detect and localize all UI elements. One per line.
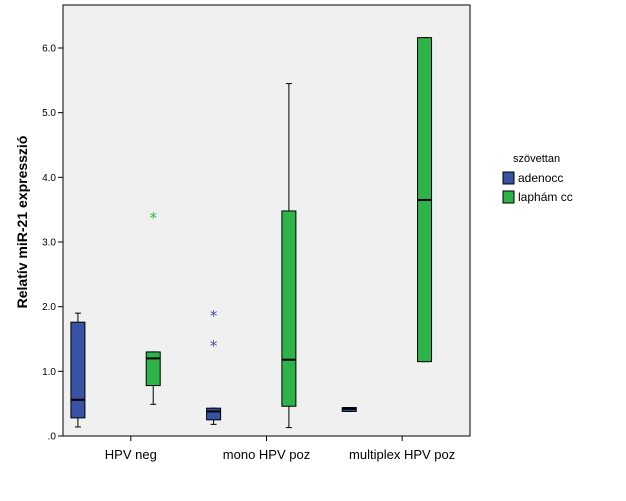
box-rect: [281, 210, 297, 407]
y-tick-label: 2.0: [42, 302, 56, 313]
box-rect: [206, 407, 222, 421]
legend-swatch: [502, 190, 515, 204]
outlier-marker: *: [149, 209, 157, 227]
plot-area: [62, 4, 471, 437]
legend-entry-label: laphám cc: [518, 190, 573, 204]
box-rect: [70, 321, 86, 419]
box-laphám-cc: [417, 37, 433, 363]
box-rect: [145, 351, 161, 387]
x-axis: HPV neg mono HPV poz multiplex HPV poz: [105, 436, 455, 462]
legend-swatch: [502, 171, 515, 185]
y-tick-label: 6.0: [42, 44, 56, 55]
legend-title: szövettan: [513, 153, 560, 165]
box-laphám-cc: [281, 83, 297, 429]
box-adenocc: [70, 312, 86, 428]
y-tick-label: .0: [48, 432, 57, 443]
outlier-marker: *: [210, 307, 218, 325]
box-series: ***: [70, 37, 433, 429]
y-tick-label: 1.0: [42, 367, 56, 378]
y-tick-label: 3.0: [42, 238, 56, 249]
legend: szövettan adenocc laphám cc: [502, 153, 573, 204]
box-laphám-cc: *: [145, 209, 161, 405]
box-adenocc: [341, 407, 357, 412]
outlier-marker: *: [210, 337, 218, 355]
y-axis-label: Relatív miR-21 expresszió: [14, 136, 30, 309]
y-tick-label: 5.0: [42, 108, 56, 119]
box-adenocc: **: [206, 307, 222, 425]
x-category-label: mono HPV poz: [223, 447, 310, 462]
x-category-label: HPV neg: [105, 447, 157, 462]
legend-entry-label: adenocc: [518, 171, 563, 185]
y-axis: .0 1.0 2.0 3.0 4.0 5.0 6.0: [42, 44, 63, 443]
y-tick-label: 4.0: [42, 173, 56, 184]
x-category-label: multiplex HPV poz: [349, 447, 455, 462]
